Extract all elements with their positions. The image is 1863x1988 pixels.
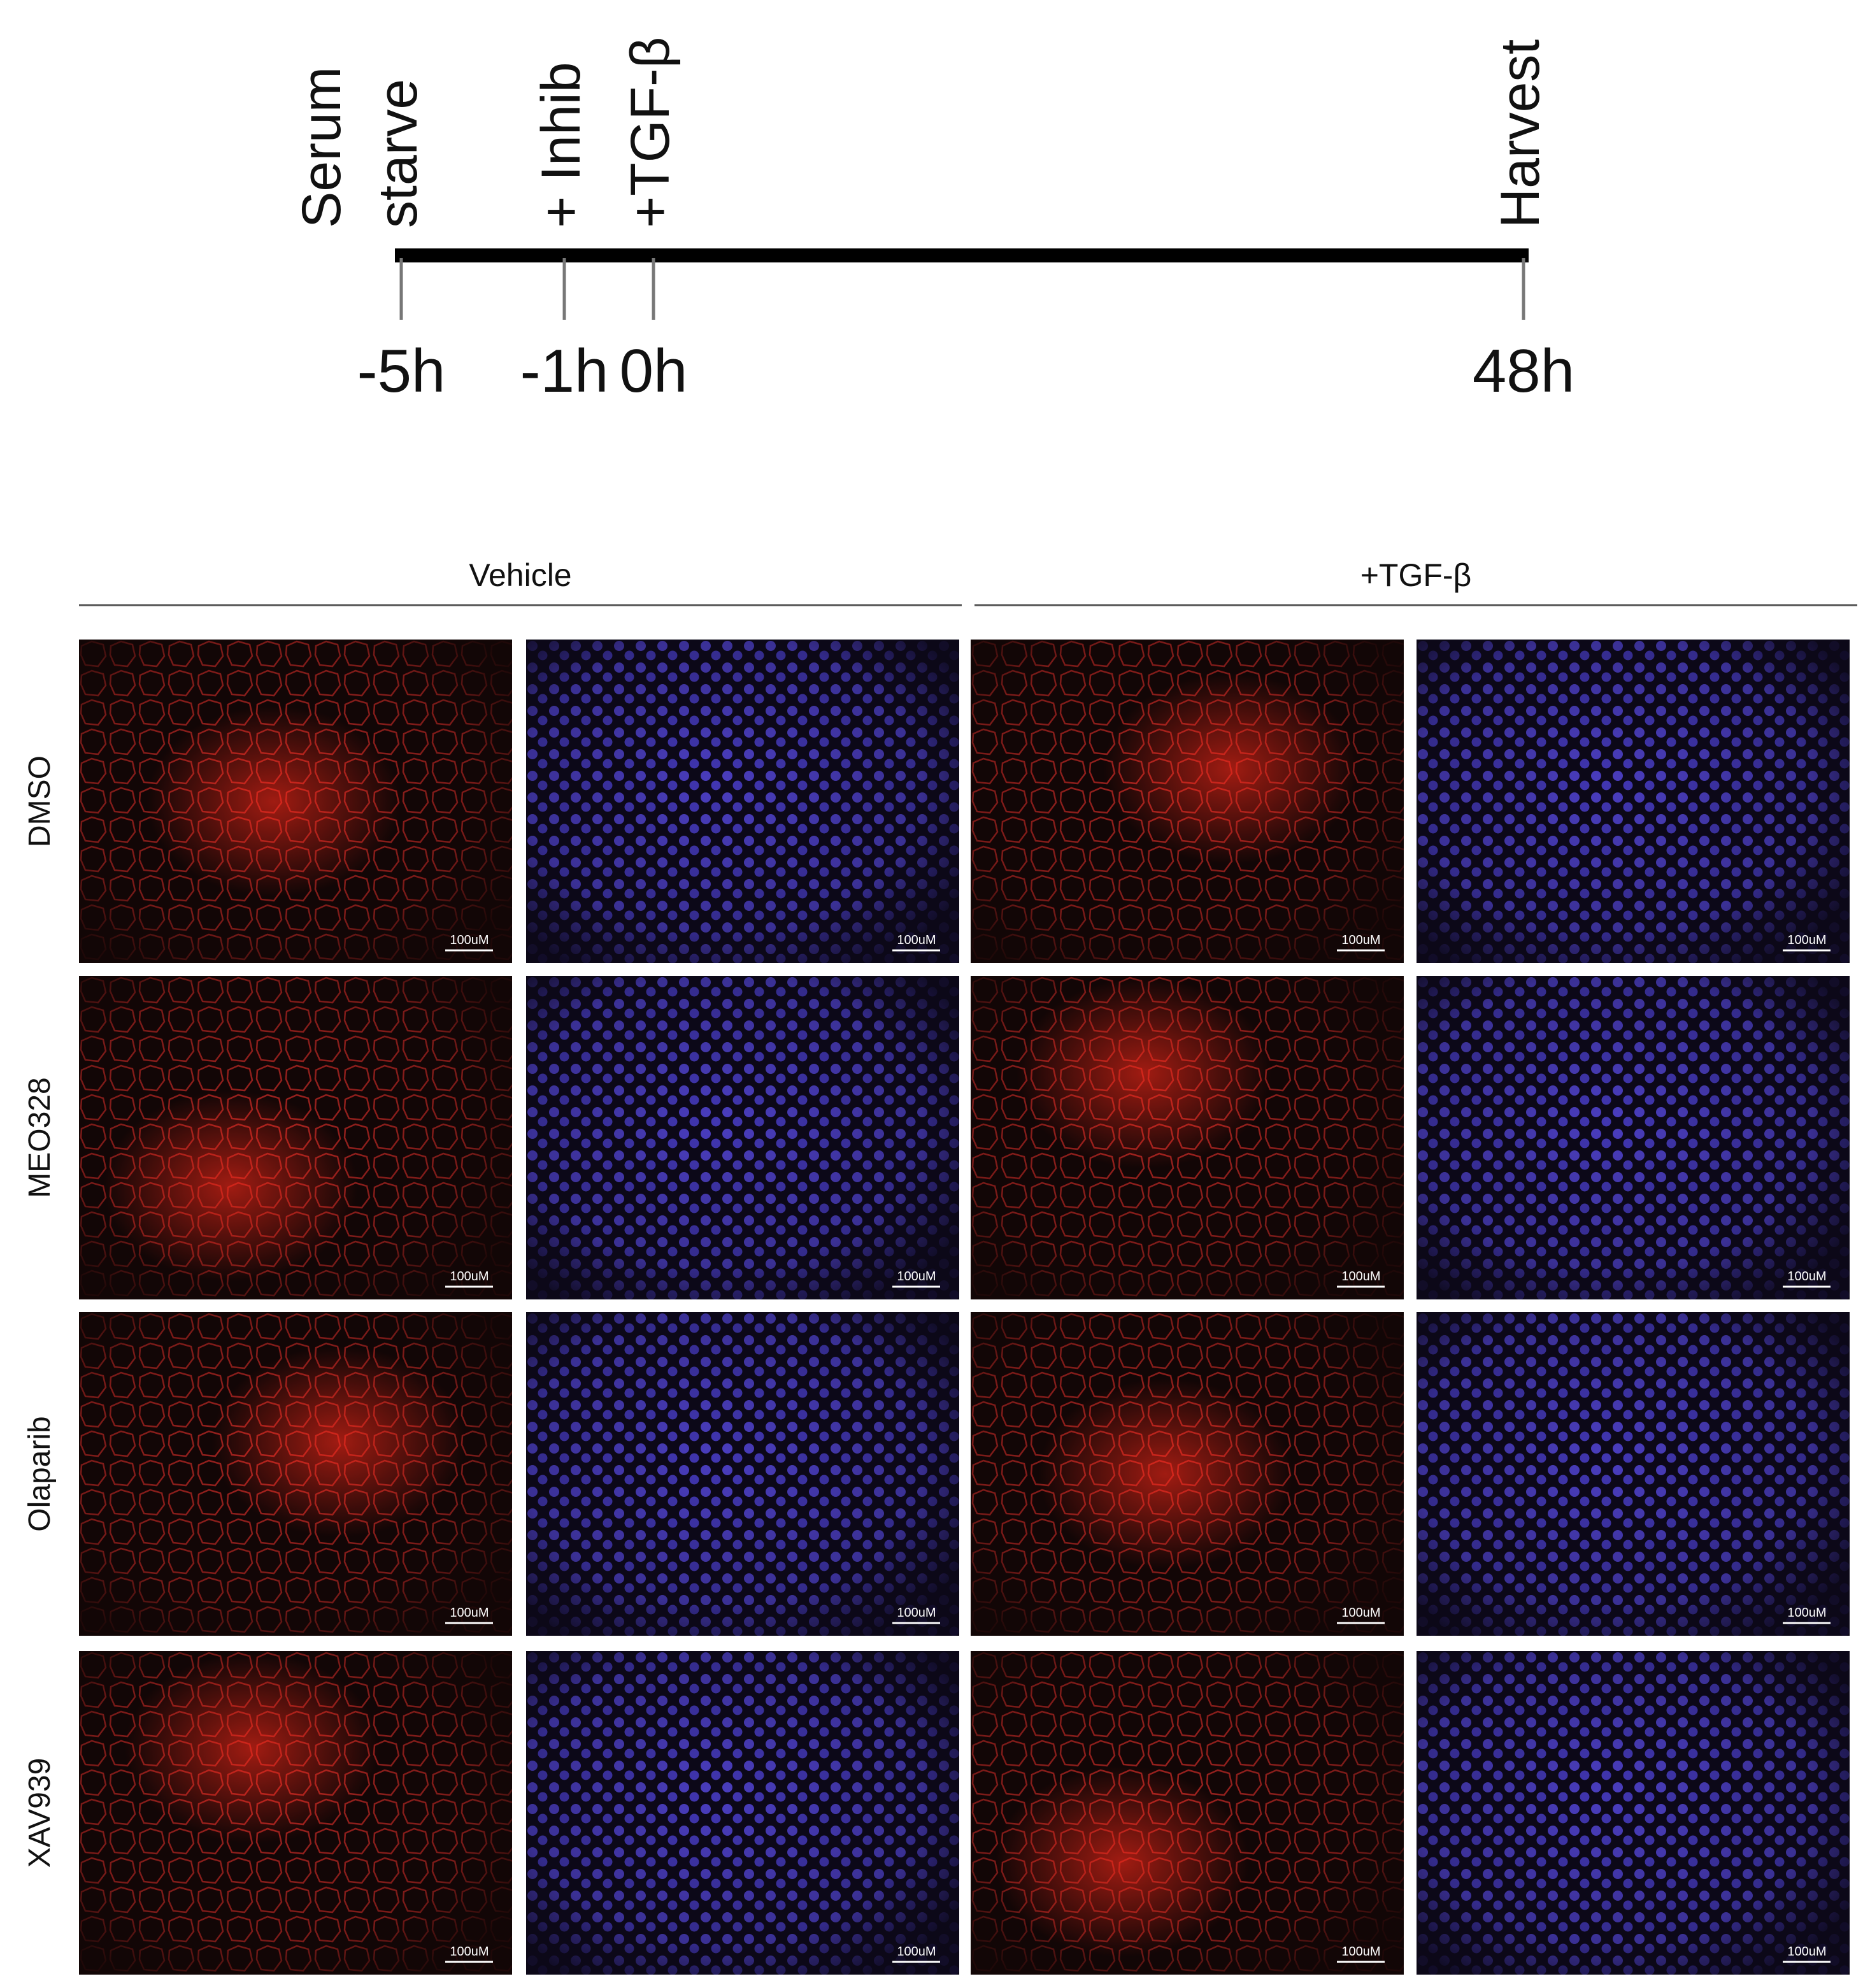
scale-bar-label: 100uM xyxy=(897,933,936,947)
scale-bar-label: 100uM xyxy=(450,1269,489,1284)
scale-bar-label: 100uM xyxy=(1341,1269,1380,1284)
scale-bar-label: 100uM xyxy=(450,1606,489,1620)
scale-bar-label: 100uM xyxy=(1341,1945,1380,1959)
cell-layer xyxy=(526,1312,959,1636)
micrograph: 100uM xyxy=(971,1651,1404,1975)
row-label: MEO328 xyxy=(23,1077,57,1198)
stain-glow xyxy=(125,1652,380,1844)
stain-glow xyxy=(103,1091,358,1282)
scale-bar-label: 100uM xyxy=(450,933,489,947)
row-label: DMSO xyxy=(23,755,57,847)
scale-bar-label: 100uM xyxy=(1787,933,1826,947)
cell-layer xyxy=(1417,1312,1850,1636)
stain-glow xyxy=(1017,977,1271,1169)
cells xyxy=(526,1651,959,1975)
event-label: Harvest xyxy=(1490,39,1551,228)
micrograph: 100uM xyxy=(79,1312,512,1636)
micrograph: 100uM xyxy=(1417,1651,1850,1975)
timeline-bar xyxy=(395,248,1529,262)
event-label: starve xyxy=(368,79,429,228)
cells xyxy=(526,1312,959,1636)
micrograph: 100uM xyxy=(1417,1312,1850,1636)
cell-layer xyxy=(1417,976,1850,1299)
scale-bar-label: 100uM xyxy=(897,1945,936,1959)
stain-glow xyxy=(211,1346,466,1538)
cells xyxy=(1417,640,1850,963)
stain-glow xyxy=(1038,1378,1293,1570)
event-label: + Inhib xyxy=(531,62,592,228)
cell-layer xyxy=(526,640,959,963)
cells xyxy=(526,640,959,963)
cells xyxy=(1417,1312,1850,1636)
cells xyxy=(1417,1651,1850,1975)
micrograph: 100uM xyxy=(79,640,512,963)
scale-bar-label: 100uM xyxy=(1341,1606,1380,1620)
stain-glow xyxy=(995,1766,1250,1957)
time-label: -5h xyxy=(357,337,446,405)
group-label: Vehicle xyxy=(469,557,571,593)
event-label: +TGF-β xyxy=(620,37,681,228)
micrograph: 100uM xyxy=(971,640,1404,963)
micrograph: 100uM xyxy=(1417,976,1850,1299)
cell-layer xyxy=(1417,640,1850,963)
scale-bar-label: 100uM xyxy=(450,1945,489,1959)
micrograph: 100uM xyxy=(971,976,1404,1299)
micrograph: 100uM xyxy=(79,1651,512,1975)
micrograph: 100uM xyxy=(526,1651,959,1975)
time-label: 48h xyxy=(1473,337,1574,405)
micrograph: 100uM xyxy=(1417,640,1850,963)
scale-bar-label: 100uM xyxy=(1787,1945,1826,1959)
cells xyxy=(1417,976,1850,1299)
stain-glow xyxy=(146,706,401,897)
micrograph: 100uM xyxy=(526,1312,959,1636)
group-label: +TGF-β xyxy=(1360,557,1472,593)
row-label: Olaparib xyxy=(23,1416,57,1531)
cell-layer xyxy=(526,1651,959,1975)
cell-layer xyxy=(526,976,959,1299)
scale-bar-label: 100uM xyxy=(1787,1269,1826,1284)
time-label: -1h xyxy=(520,337,609,405)
cell-layer xyxy=(1417,1651,1850,1975)
micrograph: 100uM xyxy=(526,976,959,1299)
event-label: Serum xyxy=(291,67,352,228)
scale-bar-label: 100uM xyxy=(897,1269,936,1284)
row-label: XAV939 xyxy=(23,1758,57,1868)
time-label: 0h xyxy=(620,337,688,405)
scale-bar-label: 100uM xyxy=(1341,933,1380,947)
micrograph: 100uM xyxy=(971,1312,1404,1636)
cells xyxy=(526,976,959,1299)
micrograph: 100uM xyxy=(79,976,512,1299)
scale-bar-label: 100uM xyxy=(1787,1606,1826,1620)
scale-bar-label: 100uM xyxy=(897,1606,936,1620)
stain-glow xyxy=(1103,673,1358,865)
micrograph: 100uM xyxy=(526,640,959,963)
